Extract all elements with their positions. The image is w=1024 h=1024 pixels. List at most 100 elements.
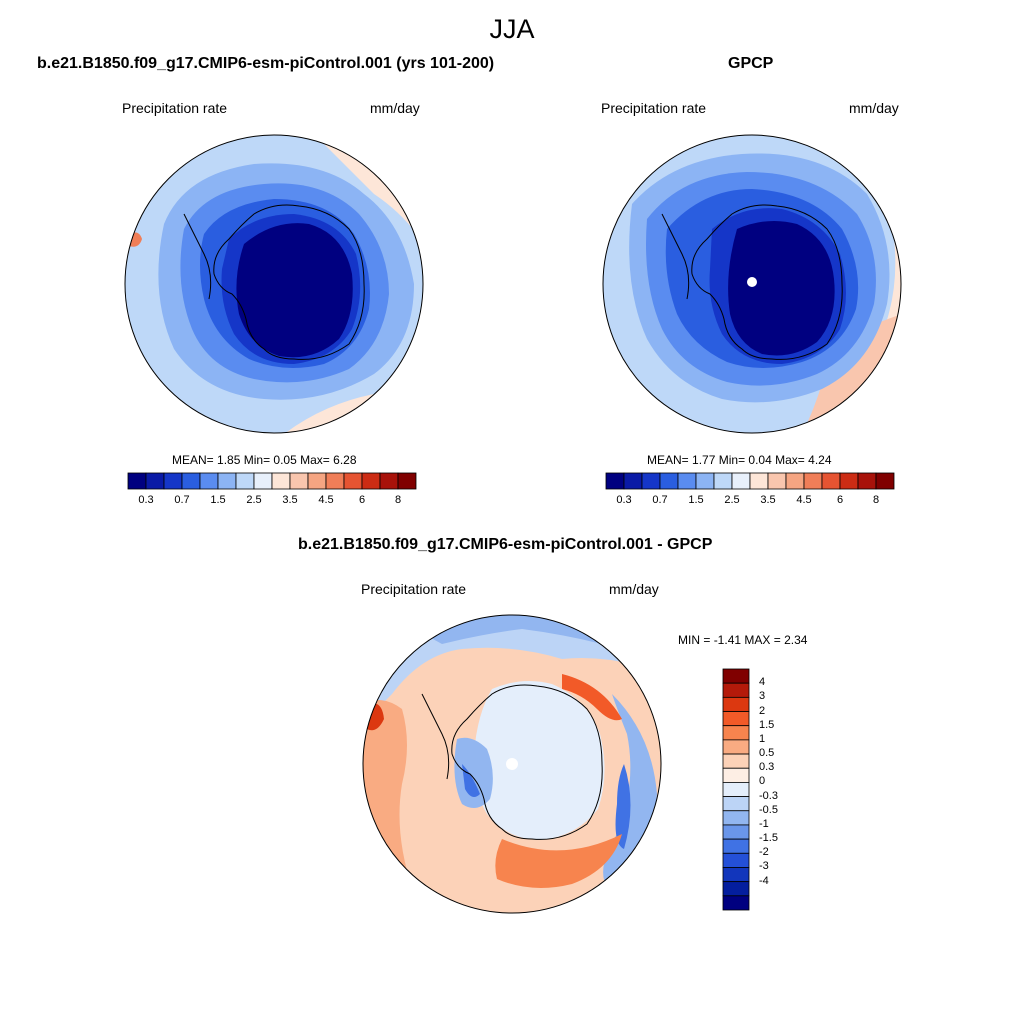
diff-stats: MIN = -1.41 MAX = 2.34 xyxy=(678,633,807,647)
left-units-label: mm/day xyxy=(370,100,420,116)
right-colorbar-tick-label: 3.5 xyxy=(760,494,776,506)
left-colorbar-tick-label: 4.5 xyxy=(318,494,334,506)
diff-colorbar-tick-label: 0.5 xyxy=(759,747,775,760)
right-max-value: 4.24 xyxy=(808,453,832,467)
diff-colorbar-tick-label: 0 xyxy=(759,775,766,788)
left-panel-title: b.e21.B1850.f09_g17.CMIP6-esm-piControl.… xyxy=(37,55,495,72)
diff-colorbar-tick-label: -1 xyxy=(759,817,769,830)
diff-colorbar-tick-label: -1.5 xyxy=(759,832,778,845)
diff-polar-map xyxy=(362,614,662,914)
left-colorbar-tick-label: 8 xyxy=(394,494,402,506)
left-colorbar-swatch xyxy=(271,472,291,490)
left-mean-label: MEAN= xyxy=(172,453,214,467)
diff-colorbar-swatch xyxy=(722,782,750,797)
right-colorbar-swatch xyxy=(731,472,751,490)
right-colorbar-swatch xyxy=(713,472,733,490)
left-max-value: 6.28 xyxy=(333,453,357,467)
right-min-value: 0.04 xyxy=(748,453,772,467)
diff-colorbar-tick-label: 4 xyxy=(759,676,766,689)
diff-colorbar-swatch xyxy=(722,711,750,727)
right-colorbar-swatch xyxy=(659,472,679,490)
diff-colorbar-swatch xyxy=(722,867,750,883)
right-colorbar-swatch xyxy=(677,472,697,490)
right-colorbar-tick-label: 1.5 xyxy=(688,494,704,506)
left-max-label: Max= xyxy=(300,453,330,467)
diff-colorbar-swatch xyxy=(722,881,750,897)
left-colorbar-swatch xyxy=(307,472,327,490)
figure-title: JJA xyxy=(489,14,535,44)
diff-colorbar-swatch xyxy=(722,895,750,911)
diff-colorbar-tick-label: -0.3 xyxy=(759,789,778,802)
right-colorbar-swatch xyxy=(785,472,805,490)
diff-colorbar-swatch xyxy=(722,838,750,854)
diff-colorbar-swatch xyxy=(722,796,750,812)
left-colorbar-swatch xyxy=(127,472,147,490)
right-colorbar-tick-label: 2.5 xyxy=(724,494,740,506)
right-variable-label: Precipitation rate xyxy=(601,100,707,116)
left-colorbar xyxy=(127,472,417,490)
left-colorbar-swatch xyxy=(235,472,255,490)
diff-colorbar-swatch xyxy=(722,739,750,755)
right-max-label: Max= xyxy=(775,453,805,467)
left-colorbar-swatch xyxy=(397,472,417,490)
right-min-label: Min= xyxy=(718,453,746,467)
right-mean-label: MEAN= xyxy=(647,453,689,467)
diff-colorbar-tick-label: 2 xyxy=(759,704,766,717)
right-colorbar-tick-label: 6 xyxy=(836,494,844,506)
left-min-value: 0.05 xyxy=(273,453,297,467)
diff-colorbar-tick-label: -2 xyxy=(759,846,769,859)
right-colorbar-swatch xyxy=(749,472,769,490)
right-colorbar-swatch xyxy=(875,472,895,490)
diff-max-label: MAX = xyxy=(744,633,781,647)
diff-colorbar-tick-label: 0.3 xyxy=(759,761,775,774)
diff-colorbar-swatch xyxy=(722,810,750,826)
diff-colorbar-tick-label: -3 xyxy=(759,860,769,873)
diff-max-value: 2.34 xyxy=(784,633,808,647)
right-polar-map xyxy=(602,134,902,434)
right-colorbar-tick-label: 8 xyxy=(872,494,880,506)
left-colorbar-swatch xyxy=(199,472,219,490)
diff-colorbar-swatch xyxy=(722,682,750,698)
right-colorbar-swatch xyxy=(695,472,715,490)
diff-colorbar-swatch xyxy=(722,852,750,868)
left-stats: MEAN= 1.85 Min= 0.05 Max= 6.28 xyxy=(172,453,357,467)
diff-units-label: mm/day xyxy=(609,581,659,597)
diff-colorbar-swatch xyxy=(722,753,750,769)
right-colorbar-swatch xyxy=(767,472,787,490)
left-colorbar-tick-label: 0.7 xyxy=(174,494,190,506)
left-colorbar-swatch xyxy=(145,472,165,490)
right-colorbar-swatch xyxy=(803,472,823,490)
left-colorbar-swatch xyxy=(289,472,309,490)
left-colorbar-swatch xyxy=(361,472,381,490)
left-variable-label: Precipitation rate xyxy=(122,100,228,116)
right-colorbar-tick-label: 0.7 xyxy=(652,494,668,506)
left-polar-map xyxy=(124,134,424,434)
right-panel-title: GPCP xyxy=(728,55,774,72)
diff-colorbar xyxy=(722,668,750,911)
diff-variable-label: Precipitation rate xyxy=(361,581,467,597)
left-colorbar-tick-label: 2.5 xyxy=(246,494,262,506)
right-colorbar-swatch xyxy=(605,472,625,490)
left-colorbar-swatch xyxy=(343,472,363,490)
right-colorbar-swatch xyxy=(839,472,859,490)
diff-colorbar-swatch xyxy=(722,668,750,684)
right-colorbar-swatch xyxy=(623,472,643,490)
diff-min-label: MIN = xyxy=(678,633,711,647)
right-colorbar-swatch xyxy=(641,472,661,490)
diff-colorbar-tick-label: -4 xyxy=(759,874,769,887)
right-colorbar-tick-label: 4.5 xyxy=(796,494,812,506)
left-colorbar-swatch xyxy=(217,472,237,490)
left-colorbar-swatch xyxy=(163,472,183,490)
left-mean-value: 1.85 xyxy=(217,453,241,467)
right-colorbar xyxy=(605,472,895,490)
left-colorbar-tick-label: 1.5 xyxy=(210,494,226,506)
left-colorbar-swatch xyxy=(379,472,399,490)
left-colorbar-swatch xyxy=(325,472,345,490)
diff-colorbar-tick-label: 1 xyxy=(759,732,766,745)
right-units-label: mm/day xyxy=(849,100,899,116)
diff-colorbar-swatch xyxy=(722,767,750,783)
left-colorbar-tick-label: 6 xyxy=(358,494,366,506)
diff-colorbar-tick-label: 3 xyxy=(759,690,766,703)
diff-colorbar-tick-label: -0.5 xyxy=(759,803,778,816)
right-colorbar-swatch xyxy=(857,472,877,490)
